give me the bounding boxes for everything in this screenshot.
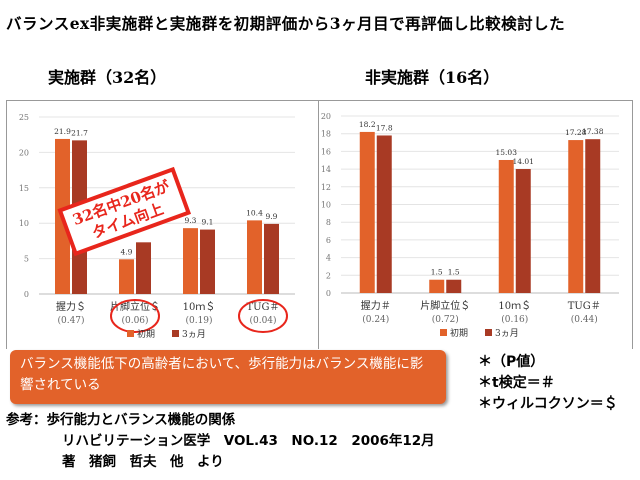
y-tick-label: 2 xyxy=(326,271,331,280)
p-value-label: (0.04) xyxy=(249,315,276,326)
legend-swatch xyxy=(172,330,179,337)
data-label: 21.9 xyxy=(54,127,71,136)
y-tick-label: 18 xyxy=(321,130,331,139)
reference: 参考：歩行能力とバランス機能の関係 リハビリテーション医学 VOL.43 NO.… xyxy=(6,410,435,473)
y-tick-label: 14 xyxy=(321,165,331,174)
reference-line: リハビリテーション医学 VOL.43 NO.12 2006年12月 xyxy=(62,433,435,449)
chart-panel-right: 0 2 4 6 8 10 12 14 16 18 20 18.2 17.8 握力＃ (0.24) 1.5 1.5… xyxy=(318,100,633,349)
annotation-box xyxy=(57,166,192,257)
reference-line: 参考：歩行能力とバランス機能の関係 xyxy=(6,412,236,428)
pvalue-legend-line: ＊ウィルコクソン＝＄ xyxy=(478,396,618,412)
data-label: 10.4 xyxy=(246,208,263,217)
data-label: 1.5 xyxy=(448,268,460,277)
legend-swatch xyxy=(485,329,492,336)
x-tick-label: 握力＄ xyxy=(56,300,86,313)
bar-3month xyxy=(136,242,151,294)
bar-initial xyxy=(247,220,262,294)
bar-initial xyxy=(568,140,584,293)
bar-chart-right: 0 2 4 6 8 10 12 14 16 18 20 18.2 17.8 握力＃ (0.24) 1.5 1.5… xyxy=(321,112,619,339)
x-tick-label: TUG＃ xyxy=(568,300,601,312)
chart-title-right: 非実施群（16名） xyxy=(365,68,500,87)
p-value-label: (0.19) xyxy=(185,315,212,326)
x-tick-label: 10ｍ＄ xyxy=(183,301,216,313)
p-value-label: (0.06) xyxy=(121,315,148,326)
y-tick-label: 5 xyxy=(24,255,29,264)
y-tick-label: 25 xyxy=(19,113,29,122)
bar-initial xyxy=(183,228,198,294)
bar-3month xyxy=(585,139,601,293)
pvalue-legend-line: ＊t検定＝＃ xyxy=(478,375,555,391)
bar-3month xyxy=(446,279,462,293)
y-tick-label: 12 xyxy=(321,183,331,192)
conclusion-box: バランス機能低下の高齢者において、歩行能力はバランス機能に影響されている xyxy=(10,350,446,404)
data-label: 21.7 xyxy=(71,128,88,137)
x-tick-label: 握力＃ xyxy=(361,299,391,312)
pvalue-legend-line: ＊（P値） xyxy=(478,354,545,370)
p-value-label: (0.44) xyxy=(571,314,598,325)
x-tick-label: TUG＃ xyxy=(246,301,279,313)
data-label: 17.8 xyxy=(376,123,393,132)
bar-initial xyxy=(498,159,514,293)
y-tick-label: 10 xyxy=(321,201,331,210)
y-tick-label: 20 xyxy=(321,112,331,121)
data-label: 14.01 xyxy=(513,157,534,166)
y-tick-label: 16 xyxy=(321,147,331,156)
chart-panel-left: 0 5 10 15 20 25 21.9 21.7 握力＄ (0.47) 4.9 片脚立位＄ (0.06… xyxy=(6,100,320,349)
legend-label: 初期 xyxy=(450,327,468,339)
p-value-label: (0.24) xyxy=(362,314,389,325)
data-label: 15.03 xyxy=(496,148,518,157)
chart-title-left: 実施群（32名） xyxy=(48,68,167,87)
y-tick-label: 20 xyxy=(19,148,29,157)
p-value-label: (0.72) xyxy=(432,314,459,325)
y-tick-label: 8 xyxy=(326,218,331,227)
highlight-circle xyxy=(110,299,160,333)
legend-label: 3ヵ月 xyxy=(495,328,519,339)
data-label: 17.38 xyxy=(582,127,604,136)
bar-initial xyxy=(359,131,375,293)
y-tick-label: 4 xyxy=(326,254,331,263)
bar-3month xyxy=(515,169,531,293)
y-tick-label: 15 xyxy=(19,184,29,193)
y-tick-label: 6 xyxy=(326,236,331,245)
slide-title: バランスex非実施群と実施群を初期評価から3ヶ月目で再評価し比較検討した xyxy=(6,14,566,33)
data-label: 9.1 xyxy=(202,218,214,227)
data-label: 17.28 xyxy=(565,128,587,137)
x-tick-label: 片脚立位＄ xyxy=(420,299,470,312)
p-value-label: (0.16) xyxy=(501,314,528,325)
bar-3month xyxy=(376,135,392,293)
y-tick-label: 0 xyxy=(326,289,331,298)
y-tick-label: 10 xyxy=(19,219,29,228)
legend-swatch xyxy=(127,330,134,337)
data-label: 4.9 xyxy=(121,247,133,256)
bar-initial xyxy=(119,259,134,294)
legend-swatch xyxy=(440,329,447,336)
bar-chart-left: 0 5 10 15 20 25 21.9 21.7 握力＄ (0.47) 4.9 片脚立位＄ (0.06… xyxy=(19,113,295,340)
legend-label: 初期 xyxy=(137,328,155,340)
data-label: 18.2 xyxy=(359,120,376,129)
data-label: 9.9 xyxy=(266,212,278,221)
p-value-label: (0.47) xyxy=(57,315,84,326)
bar-3month xyxy=(200,229,215,294)
highlight-circle xyxy=(238,299,288,333)
y-tick-label: 0 xyxy=(24,290,29,299)
x-tick-label: 10ｍ＄ xyxy=(498,300,531,312)
reference-line: 著 猪飼 哲夫 他 より xyxy=(62,454,224,470)
bar-3month xyxy=(264,223,279,294)
data-label: 1.5 xyxy=(431,268,443,277)
x-tick-label: 片脚立位＄ xyxy=(110,300,160,313)
bar-initial xyxy=(429,279,445,293)
legend-label: 3ヵ月 xyxy=(182,329,206,340)
data-label: 9.3 xyxy=(185,216,197,225)
